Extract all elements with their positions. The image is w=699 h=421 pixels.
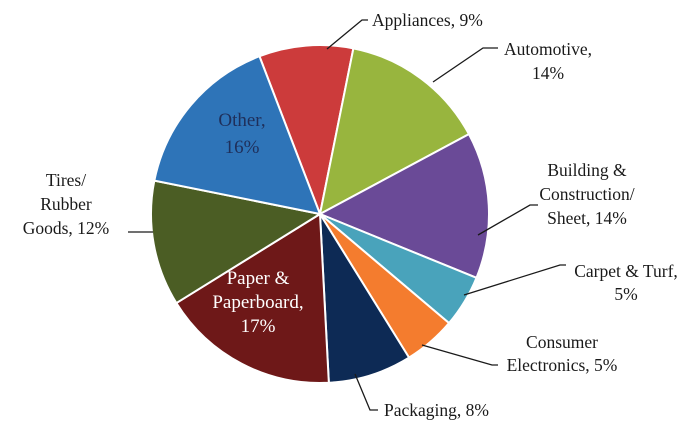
data-label-consumer: Consumer Electronics, 5% xyxy=(507,332,618,375)
data-label-other-line-2: 16% xyxy=(225,137,260,158)
data-label-other: Other, 16% xyxy=(218,110,265,158)
data-label-paper: Paper & Paperboard, 17% xyxy=(212,268,303,337)
data-label-tires-line-2: Rubber xyxy=(40,194,92,214)
pie-slice-tires xyxy=(150,179,323,305)
data-label-paper-line-3: 17% xyxy=(241,316,276,337)
leader-lines xyxy=(128,19,566,411)
data-label-appliances: Appliances, 9% xyxy=(372,10,483,30)
leader-line-automotive xyxy=(432,47,498,83)
data-label-paper-line-2: Paperboard, xyxy=(212,292,303,313)
data-label-carpet-line-1: Carpet & Turf, xyxy=(574,261,678,281)
leader-line-appliances xyxy=(326,19,368,50)
data-label-automotive-line-2: 14% xyxy=(532,63,564,83)
labels-group: Appliances, 9% Automotive, 14% Building & Co… xyxy=(23,10,678,420)
data-label-packaging: Packaging, 8% xyxy=(384,400,489,420)
data-label-tires-line-1: Tires/ xyxy=(46,170,86,190)
data-label-building: Building & Construction/Sheet, 14% xyxy=(539,160,634,228)
data-label-packaging-line-1: Packaging, 8% xyxy=(384,400,489,420)
pie-slice-automotive xyxy=(318,47,471,216)
data-label-appliances-line-1: Appliances, 9% xyxy=(372,10,483,30)
leader-line-building xyxy=(477,204,538,236)
pie-slice-building xyxy=(317,132,490,280)
data-label-paper-line-1: Paper & xyxy=(227,268,290,289)
leader-line-packaging xyxy=(354,373,378,411)
data-label-other-line-1: Other, xyxy=(218,110,265,131)
data-label-tires: Tires/Rubber Goods, 12% xyxy=(23,170,110,238)
data-label-carpet: Carpet & Turf, 5% xyxy=(574,261,678,304)
data-label-tires-line-3: Goods, 12% xyxy=(23,218,110,238)
pie-slice-paper xyxy=(174,212,330,384)
data-label-automotive-line-1: Automotive, xyxy=(504,39,592,59)
slices-group xyxy=(150,44,490,384)
data-label-building-line-3: Sheet, 14% xyxy=(547,208,627,228)
leader-line-consumer xyxy=(421,344,498,366)
data-label-building-line-2: Construction/ xyxy=(539,184,634,204)
data-label-building-line-1: Building & xyxy=(547,160,627,180)
leader-line-carpet xyxy=(463,264,566,296)
data-label-automotive: Automotive, 14% xyxy=(504,39,592,83)
pie-slice-appliances xyxy=(258,44,355,218)
pie-slice-other xyxy=(153,54,322,216)
data-label-consumer-line-2: Electronics, 5% xyxy=(507,355,618,375)
data-label-consumer-line-1: Consumer xyxy=(526,332,598,352)
data-label-carpet-line-2: 5% xyxy=(614,284,637,304)
